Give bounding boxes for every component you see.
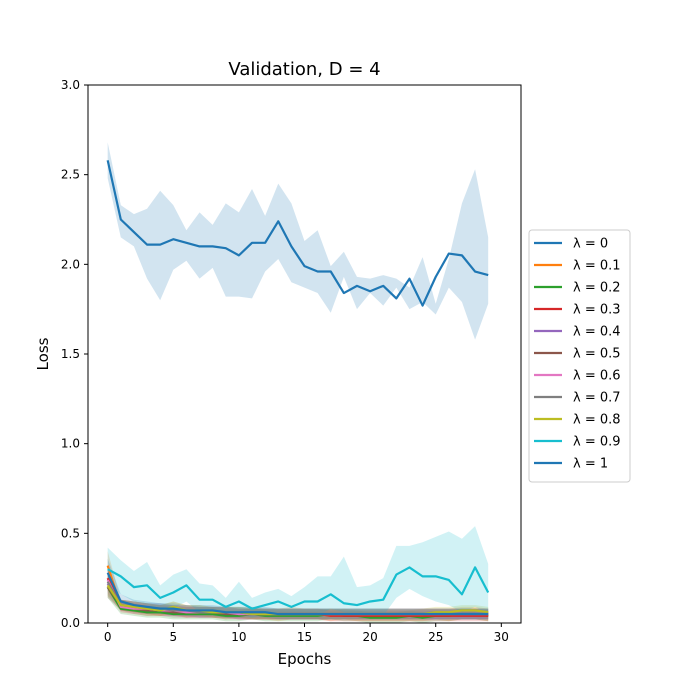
legend-label-lambda-0-9: λ = 0.9 [573,435,621,450]
legend-label-lambda-0-5: λ = 0.5 [573,347,621,362]
y-tick-label: 2.5 [61,168,80,182]
x-tick-label: 25 [428,630,443,644]
legend-label-lambda-0-8: λ = 0.8 [573,413,621,428]
x-tick-label: 10 [231,630,246,644]
legend: λ = 0 λ = 0.1 λ = 0.2 λ = 0.3 λ = 0.4 λ = 0.5… [528,229,631,483]
line-lambda-0 [106,160,489,307]
band-lambda-0 [107,142,489,340]
x-tick-label: 30 [494,630,509,644]
x-tick-label: 15 [297,630,312,644]
y-tick-label: 1.5 [61,347,80,361]
legend-label-lambda-0-7: λ = 0.7 [573,391,621,406]
line-lambda-1 [106,572,489,616]
x-tick-label: 0 [104,630,112,644]
band-lambda-0-3 [107,565,489,622]
y-tick-label: 1.0 [61,437,80,451]
x-axis-label: Epochs [278,650,332,668]
y-axis-ticks: 0.0 0.5 1.0 1.5 2.0 2.5 3.0 [61,78,88,630]
y-axis-label: Loss [34,337,52,370]
band-lambda-0-8 [107,574,489,620]
line-lambda-0-9 [107,566,490,610]
band-lambda-0-5 [107,576,489,620]
legend-label-lambda-0-2: λ = 0.2 [573,281,621,296]
legend-label-lambda-0: λ = 0 [573,237,608,252]
series-lines [106,160,490,619]
legend-label-lambda-0-4: λ = 0.4 [573,325,621,340]
band-lambda-0-9 [107,526,489,618]
y-tick-label: 3.0 [61,78,80,92]
legend-label-lambda-1: λ = 1 [573,457,608,472]
x-tick-label: 20 [362,630,377,644]
legend-label-lambda-0-6: λ = 0.6 [573,369,621,384]
y-tick-label: 0.5 [61,526,80,540]
line-lambda-0-2 [106,586,489,619]
legend-label-lambda-0-1: λ = 0.1 [573,259,621,274]
x-axis-ticks: 0 5 10 15 20 25 30 [104,623,509,644]
chart-title: Validation, D = 4 [228,59,380,80]
y-tick-label: 2.0 [61,257,80,271]
band-lambda-0-4 [107,570,489,620]
legend-label-lambda-0-3: λ = 0.3 [573,303,621,318]
y-tick-label: 0.0 [61,616,80,630]
x-tick-label: 5 [169,630,177,644]
